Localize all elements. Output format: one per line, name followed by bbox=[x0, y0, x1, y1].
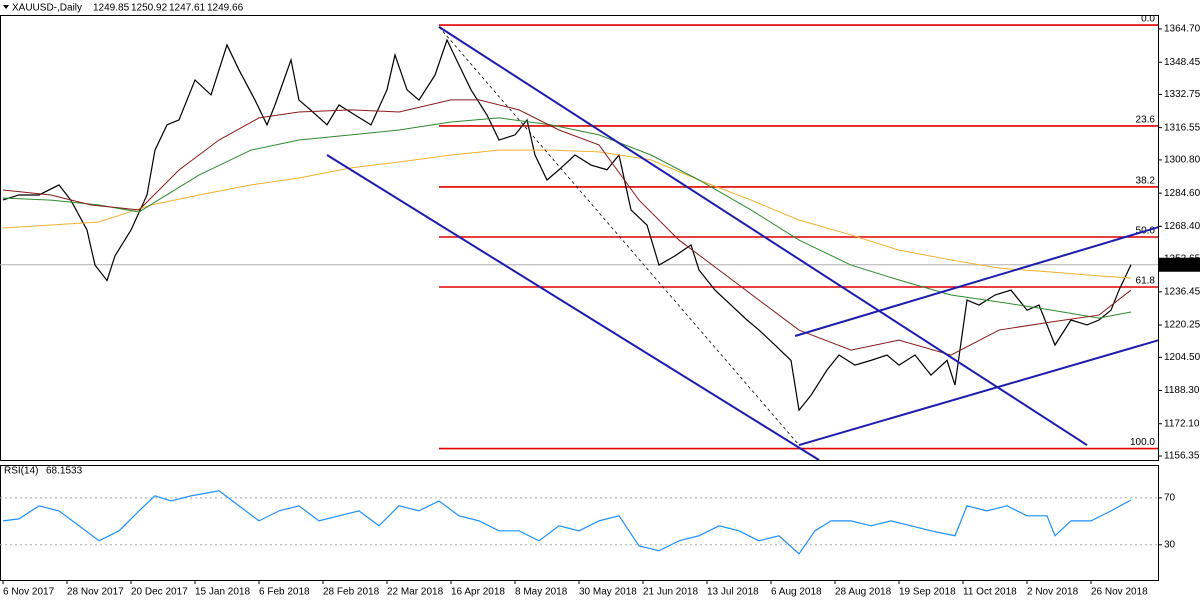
y-tick-label: 70 bbox=[1164, 492, 1176, 503]
x-tick-label: 19 Sep 2018 bbox=[899, 587, 956, 598]
y-tick-label: 1268.40 bbox=[1164, 221, 1200, 232]
price-panel bbox=[0, 15, 1159, 461]
y-tick-label: 1284.60 bbox=[1164, 188, 1200, 199]
series-line bbox=[2, 38, 1132, 412]
y-tick-label: 1300.80 bbox=[1164, 155, 1200, 166]
chart-title: XAUUSD-,Daily bbox=[12, 3, 82, 14]
fib-label: 38.2 bbox=[1136, 176, 1156, 187]
y-tick-label: 1220.25 bbox=[1164, 320, 1200, 331]
x-tick-label: 16 Apr 2018 bbox=[451, 587, 505, 598]
rsi-title: RSI(14) bbox=[4, 466, 38, 477]
high-price: 1250.92 bbox=[131, 3, 168, 14]
x-tick-label: 21 Jun 2018 bbox=[643, 587, 698, 598]
x-tick-label: 11 Oct 2018 bbox=[963, 587, 1017, 598]
x-tick-label: 13 Jul 2018 bbox=[707, 587, 759, 598]
trend-line bbox=[326, 154, 820, 460]
x-tick-label: 22 Mar 2018 bbox=[387, 587, 444, 598]
x-tick-label: 6 Feb 2018 bbox=[259, 587, 310, 598]
fib-label: 0.0 bbox=[1141, 14, 1155, 25]
trend-line bbox=[794, 226, 1158, 337]
fib-label: 100.0 bbox=[1130, 437, 1155, 448]
trend-line bbox=[438, 26, 1088, 446]
x-tick-label: 28 Feb 2018 bbox=[323, 587, 380, 598]
series-line bbox=[2, 149, 1132, 279]
plot-area bbox=[0, 490, 1158, 555]
y-tick-label: 1236.45 bbox=[1164, 286, 1200, 297]
x-tick-label: 15 Jan 2018 bbox=[195, 587, 250, 598]
x-tick-label: 20 Dec 2017 bbox=[131, 587, 188, 598]
y-tick-label: 1204.50 bbox=[1164, 352, 1200, 363]
y-tick-label: 1332.75 bbox=[1164, 89, 1200, 100]
x-tick-label: 26 Nov 2018 bbox=[1091, 587, 1148, 598]
x-tick-label: 28 Nov 2017 bbox=[67, 587, 124, 598]
x-tick-label: 8 May 2018 bbox=[515, 587, 568, 598]
low-price: 1247.61 bbox=[169, 3, 206, 14]
close-price: 1249.66 bbox=[207, 3, 244, 14]
y-tick-label: 1316.55 bbox=[1164, 122, 1200, 133]
y-tick-label: 1156.35 bbox=[1164, 451, 1200, 462]
rsi-value: 68.1533 bbox=[46, 466, 83, 477]
price-tag-label: 1249.66 bbox=[1162, 259, 1199, 270]
fib-label: 61.8 bbox=[1136, 276, 1156, 287]
price-tag bbox=[1158, 257, 1200, 272]
series-line bbox=[2, 99, 1132, 356]
menu-icon bbox=[3, 5, 9, 9]
y-tick-label: 30 bbox=[1164, 539, 1176, 550]
y-tick-label: 1348.45 bbox=[1164, 57, 1200, 68]
x-tick-label: 30 May 2018 bbox=[579, 587, 637, 598]
x-tick-label: 6 Aug 2018 bbox=[771, 587, 822, 598]
series-line bbox=[2, 117, 1132, 319]
x-tick-label: 28 Aug 2018 bbox=[835, 587, 892, 598]
y-tick-label: 1188.30 bbox=[1164, 385, 1200, 396]
trend-line bbox=[438, 26, 800, 446]
series-line bbox=[2, 490, 1132, 555]
x-tick-label: 2 Nov 2018 bbox=[1027, 587, 1079, 598]
y-tick-label: 1364.70 bbox=[1164, 24, 1200, 35]
x-tick-label: 6 Nov 2017 bbox=[3, 587, 55, 598]
fib-label: 23.6 bbox=[1136, 115, 1156, 126]
y-tick-label: 1172.10 bbox=[1164, 418, 1200, 429]
open-price: 1249.85 bbox=[93, 3, 130, 14]
trend-line bbox=[798, 339, 1158, 446]
